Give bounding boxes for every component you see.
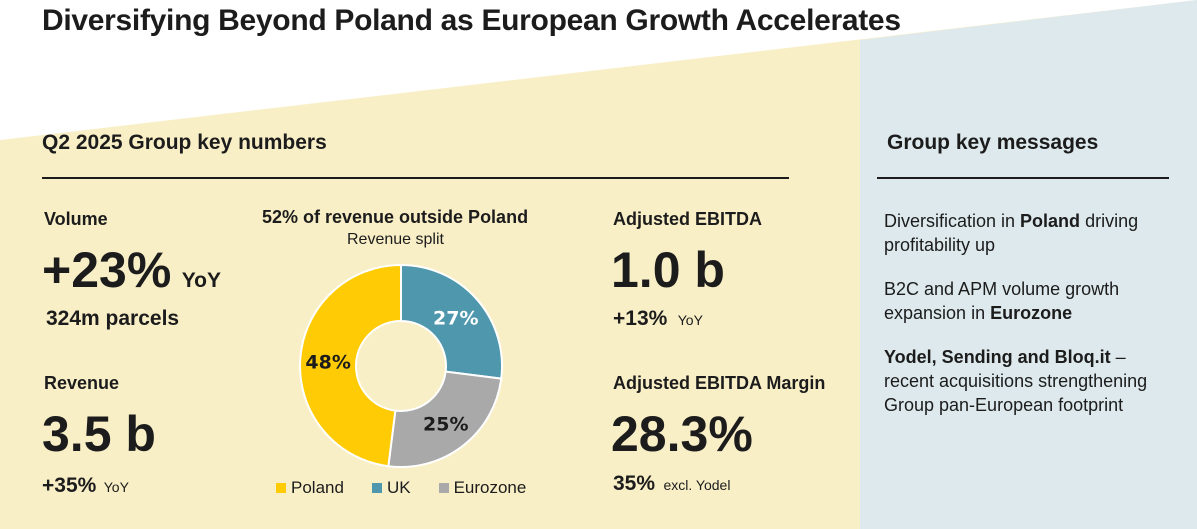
key-numbers-divider [42,177,789,179]
message-1-text: Diversification in [884,211,1021,231]
legend-item-eurozone: Eurozone [438,478,527,498]
legend-label-eurozone: Eurozone [453,478,527,497]
ebitda-value: 1.0 b [611,242,725,298]
donut-slice-poland [299,263,402,468]
key-numbers-heading: Q2 2025 Group key numbers [42,131,327,154]
volume-value: +23% [42,242,172,298]
revenue-value: 3.5 b [42,406,156,462]
donut-label-uk: 27% [433,308,478,330]
donut-slice-uk [400,263,503,380]
key-messages-heading: Group key messages [887,131,1099,154]
volume-parcels: 324m parcels [46,307,180,330]
margin-value: 28.3% [611,406,753,462]
revenue-donut-chart: 27% 25% 48% [299,263,503,468]
volume-value-row: +23% YoY [42,245,221,295]
ebitda-change: +13% [613,307,668,330]
key-messages-divider [877,177,1169,179]
ebitda-label: Adjusted EBITDA [613,209,763,229]
message-2-text: B2C and APM volume growth expansion in [884,279,1120,323]
message-3-text-end: – recent acquisitions strengthening Grou… [884,347,1148,415]
ebitda-change-row: +13% YoY [613,307,703,331]
message-1-text-end: driving profitability up [884,211,1139,255]
message-2: B2C and APM volume growth expansion in E… [884,277,1184,325]
legend-swatch-uk [371,483,382,493]
revenue-label: Revenue [44,373,120,393]
chart-legend: Poland UK Eurozone [276,478,526,498]
page-title: Diversifying Beyond Poland as European G… [42,4,901,37]
margin-label: Adjusted EBITDA Margin [613,373,826,393]
revenue-change: +35% [42,474,97,497]
donut-label-poland: 48% [305,351,350,373]
volume-yoy: YoY [181,269,222,292]
revenue-change-suffix: YoY [103,479,129,495]
chart-title: 52% of revenue outside Poland [262,207,529,227]
margin-change: 35% [613,472,656,495]
message-3: Yodel, Sending and Bloq.it – recent acqu… [884,345,1179,417]
message-2-bold: Eurozone [990,303,1073,323]
ebitda-change-suffix: YoY [677,312,703,328]
message-1-bold: Poland [1020,211,1081,231]
legend-label-uk: UK [386,478,411,497]
margin-change-row: 35% excl. Yodel [613,472,730,496]
margin-change-suffix: excl. Yodel [663,477,731,493]
legend-item-uk: UK [371,478,411,498]
legend-item-poland: Poland [276,478,344,498]
volume-label: Volume [44,209,108,229]
message-3-bold: Yodel, Sending and Bloq.it [884,347,1111,367]
message-1: Diversification in Poland driving profit… [884,209,1184,257]
chart-subtitle: Revenue split [347,231,444,248]
legend-label-poland: Poland [291,478,344,497]
donut-label-eurozone: 25% [423,414,468,436]
legend-swatch-eurozone [438,483,449,493]
blue-background-shape [860,0,1197,529]
donut-slice-eurozone [387,370,503,468]
legend-swatch-poland [276,483,286,493]
revenue-change-row: +35% YoY [42,474,129,498]
